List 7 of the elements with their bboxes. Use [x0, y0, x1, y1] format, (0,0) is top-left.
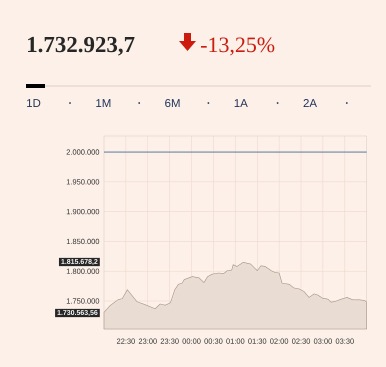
text: 1A [234, 99, 248, 107]
text: 1M [96, 99, 110, 107]
chart-subtitle: -13,25% [201, 37, 274, 56]
chart-title: 1.732.923,7 [28, 36, 134, 56]
text: 6M [165, 99, 180, 108]
text: 1D [27, 99, 40, 107]
text: 2A [304, 99, 317, 107]
